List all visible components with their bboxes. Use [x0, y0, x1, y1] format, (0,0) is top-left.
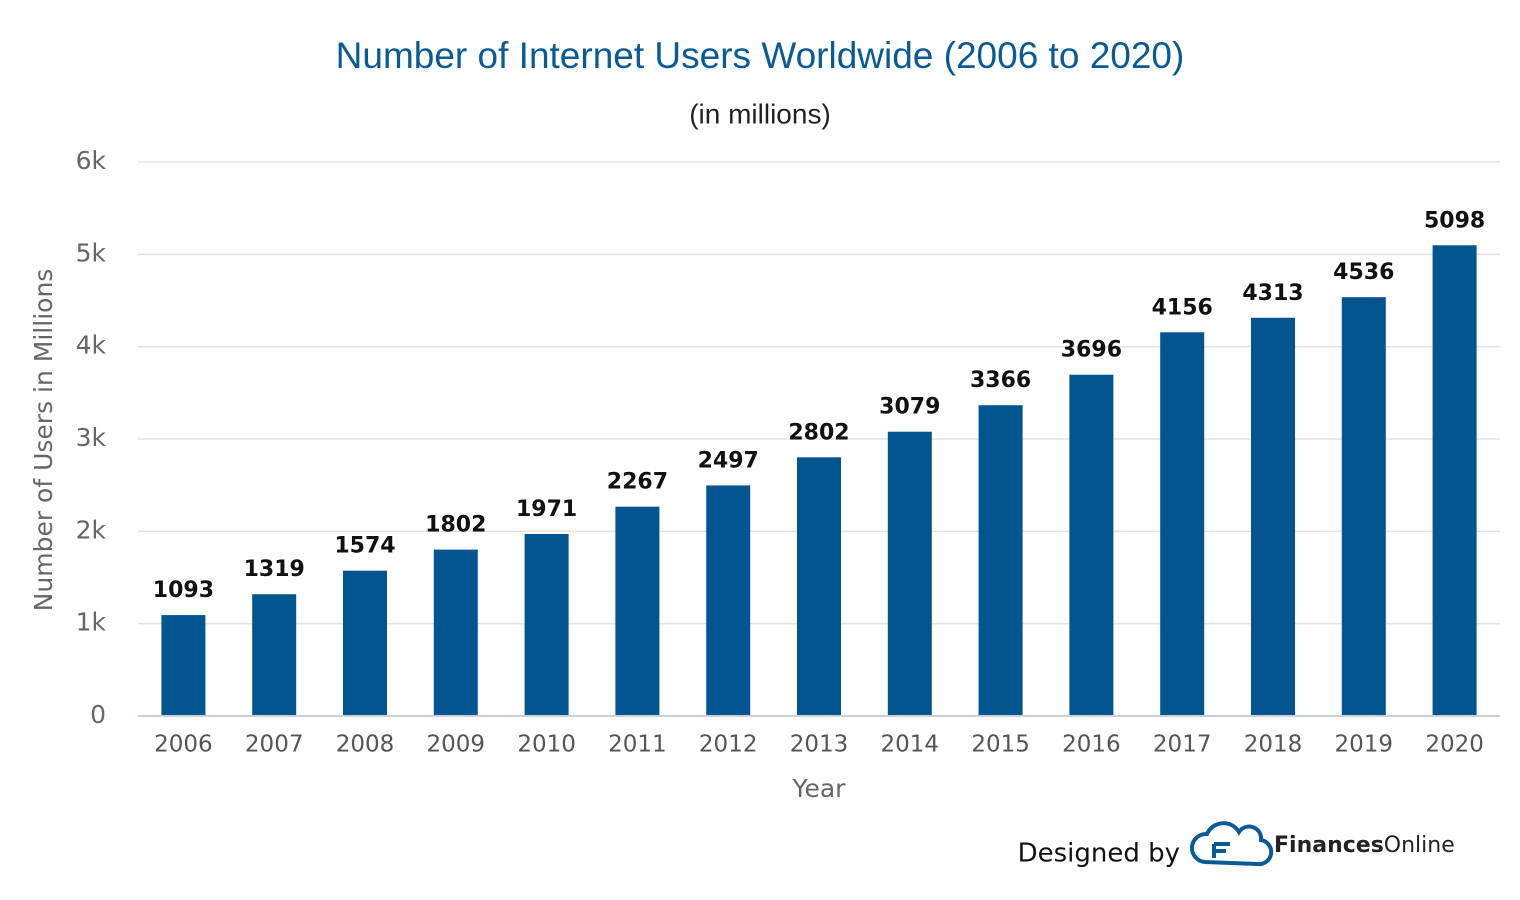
brand-bold: Finances — [1274, 833, 1384, 858]
y-tick-label: 2k — [76, 515, 107, 544]
bar — [1069, 374, 1114, 716]
x-tick-label: 2010 — [517, 732, 576, 758]
chart-title: Number of Internet Users Worldwide (2006… — [336, 35, 1185, 76]
y-tick-label: 5k — [76, 238, 107, 267]
x-tick-label: 2009 — [427, 732, 486, 758]
bar — [1341, 297, 1386, 716]
chart-subtitle: (in millions) — [689, 98, 831, 129]
bar — [978, 405, 1023, 716]
y-tick-label: 4k — [76, 331, 107, 360]
bar — [615, 506, 660, 716]
x-tick-label: 2016 — [1062, 732, 1121, 758]
y-tick-label: 3k — [76, 423, 107, 452]
y-tick-label: 0 — [90, 700, 106, 729]
bar — [1432, 245, 1477, 716]
bar — [887, 431, 932, 716]
x-tick-label: 2012 — [699, 732, 758, 758]
data-label: 2267 — [607, 470, 668, 495]
data-label: 1319 — [244, 557, 305, 582]
data-label: 1971 — [516, 497, 577, 522]
x-tick-label: 2018 — [1244, 732, 1303, 758]
brand-logo — [1189, 821, 1274, 867]
y-tick-label: 6k — [76, 146, 107, 175]
x-tick-label: 2017 — [1153, 732, 1212, 758]
x-tick-label: 2007 — [245, 732, 304, 758]
data-label: 5098 — [1424, 208, 1485, 233]
data-label: 1574 — [334, 534, 395, 559]
data-label: 4156 — [1152, 295, 1213, 320]
x-tick-label: 2015 — [971, 732, 1030, 758]
y-axis-label: Number of Users in Millions — [29, 269, 58, 612]
bar — [252, 594, 297, 716]
x-axis-label: Year — [792, 774, 847, 803]
data-label: 1802 — [425, 513, 486, 538]
data-label: 4536 — [1333, 260, 1394, 285]
data-label: 3079 — [879, 395, 940, 420]
y-tick-label: 1k — [76, 608, 107, 637]
x-tick-label: 2014 — [881, 732, 940, 758]
x-tick-label: 2013 — [790, 732, 849, 758]
data-label: 3366 — [970, 368, 1031, 393]
bar — [161, 615, 206, 716]
brand-light: Online — [1384, 833, 1455, 858]
data-label: 4313 — [1242, 281, 1303, 306]
x-tick-label: 2006 — [154, 732, 213, 758]
brand-name: FinancesOnline — [1274, 833, 1455, 858]
data-label: 2802 — [788, 420, 849, 445]
data-label: 3696 — [1061, 338, 1122, 363]
bar — [706, 485, 751, 716]
bar — [524, 534, 569, 716]
data-label: 2497 — [698, 448, 759, 473]
credit-prefix: Designed by — [1018, 839, 1180, 869]
bar — [343, 570, 387, 716]
x-tick-label: 2020 — [1425, 732, 1484, 758]
bar — [433, 549, 478, 716]
x-tick-label: 2019 — [1335, 732, 1394, 758]
x-tick-label: 2008 — [336, 732, 395, 758]
bar — [1160, 332, 1205, 716]
bar — [1251, 317, 1295, 716]
data-label: 1093 — [153, 578, 214, 603]
x-tick-label: 2011 — [608, 732, 667, 758]
bar — [797, 457, 841, 716]
